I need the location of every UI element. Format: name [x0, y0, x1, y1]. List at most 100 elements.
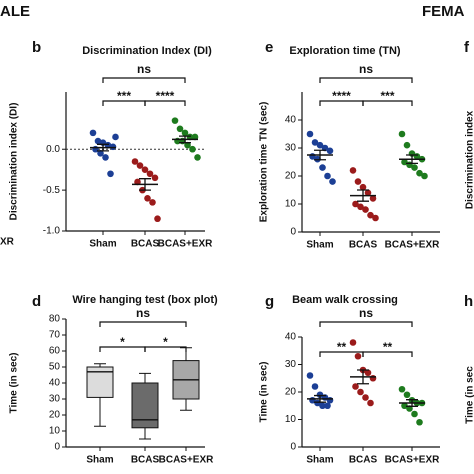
significance-bracket	[144, 346, 187, 352]
data-point	[176, 125, 184, 133]
lower-whisker	[139, 427, 151, 440]
data-point	[107, 170, 114, 178]
data-point	[364, 189, 372, 197]
error-bar	[357, 189, 369, 202]
data-point	[319, 402, 326, 410]
significance-label: **	[383, 340, 393, 354]
data-point	[349, 167, 357, 174]
data-point	[109, 143, 117, 151]
data-point	[319, 164, 326, 171]
x-tick-label: BCAS+EXR	[159, 455, 215, 466]
data-point	[146, 170, 154, 178]
y-tick-label: 60	[49, 346, 61, 357]
data-point	[357, 203, 364, 211]
data-point	[352, 200, 359, 208]
data-point	[359, 183, 367, 191]
axis-label-fragment: Time (in sec	[465, 366, 474, 424]
data-point	[181, 129, 189, 137]
data-point	[306, 372, 314, 379]
panel-letter: f	[464, 39, 470, 56]
significance-bracket	[319, 77, 413, 83]
data-point	[141, 166, 149, 173]
significance-bracket	[362, 100, 413, 106]
y-tick-label: 40	[285, 332, 297, 343]
chart-title: Discrimination Index (DI)	[82, 45, 212, 57]
panel-letter: g	[265, 293, 274, 310]
x-tick-label: BCAS	[131, 239, 160, 250]
data-point	[369, 374, 377, 382]
significance-label: *	[163, 335, 168, 349]
error-bar	[406, 399, 418, 407]
data-point	[398, 385, 406, 393]
y-tick-label: 20	[49, 410, 61, 421]
data-point	[144, 194, 151, 202]
error-bar	[314, 149, 326, 161]
data-point	[104, 141, 112, 149]
data-point	[112, 133, 119, 141]
header-right: FEMA	[422, 3, 465, 20]
error-bar	[179, 135, 191, 144]
significance-bracket	[102, 77, 186, 83]
data-point	[154, 215, 161, 223]
data-point	[136, 162, 144, 169]
chart-title: Exploration time (TN)	[289, 45, 401, 57]
data-point	[186, 133, 194, 141]
significance-label: ***	[117, 89, 131, 103]
y-tick-label: 0.0	[46, 144, 60, 155]
error-bar	[314, 394, 326, 403]
significance-label: ns	[136, 306, 150, 320]
data-point	[403, 141, 411, 149]
data-point	[194, 154, 201, 161]
data-point	[421, 172, 428, 180]
data-point	[89, 129, 97, 137]
y-tick-label: 20	[285, 171, 297, 182]
data-point	[131, 158, 139, 165]
data-point	[369, 195, 377, 202]
y-axis-label: Discrimination index (DI)	[9, 103, 20, 221]
error-bar	[357, 369, 369, 385]
x-tick-label: BCAS	[131, 455, 160, 466]
significance-label: ****	[332, 89, 351, 103]
y-tick-label: 80	[49, 314, 61, 325]
y-axis-label: Time (in sec)	[259, 362, 270, 423]
data-point	[189, 145, 196, 153]
data-point	[403, 391, 411, 399]
lower-whisker	[94, 397, 106, 427]
x-tick-label: Sham	[89, 239, 116, 250]
y-tick-label: 20	[285, 387, 297, 398]
data-point	[372, 214, 379, 222]
data-point	[324, 402, 331, 410]
data-point	[416, 169, 423, 177]
y-tick-label: 70	[49, 330, 61, 341]
x-tick-label: BCAS+EXR	[385, 240, 441, 251]
data-point	[311, 383, 319, 390]
x-tick-label: BCAS+EXR	[158, 239, 214, 250]
x-tick-label: BCAS	[349, 455, 378, 466]
data-point	[357, 388, 364, 396]
data-point	[314, 399, 321, 407]
data-point	[416, 418, 423, 426]
header-left: ALE	[0, 3, 30, 20]
data-point	[398, 130, 406, 138]
box	[131, 382, 159, 429]
y-tick-label: 10	[49, 426, 61, 437]
x-tick-label: BCAS+EXR	[385, 455, 441, 466]
chart-title: Wire hanging test (box plot)	[72, 294, 218, 306]
significance-label: ns	[359, 62, 373, 76]
y-tick-label: 10	[285, 199, 297, 210]
significance-label: **	[337, 340, 347, 354]
data-point	[316, 391, 324, 399]
data-point	[349, 339, 357, 346]
y-tick-label: 0	[54, 442, 60, 453]
x-tick-label: BCAS	[349, 240, 378, 251]
error-bar	[139, 178, 151, 191]
upper-whisker	[94, 363, 106, 367]
y-tick-label: 0	[290, 442, 296, 453]
y-tick-label: 40	[49, 378, 61, 389]
lower-whisker	[180, 399, 192, 411]
panel-letter: h	[464, 293, 473, 310]
data-point	[324, 172, 331, 180]
data-point	[354, 352, 362, 360]
x-tick-label: Sham	[306, 240, 333, 251]
panel-letter: b	[32, 39, 41, 56]
